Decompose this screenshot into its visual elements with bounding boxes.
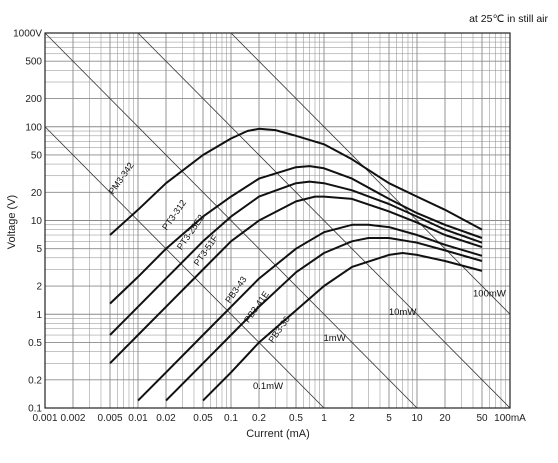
series-label-pb3-43: PB3-43 (223, 275, 248, 305)
y-tick-label: 20 (31, 188, 43, 199)
y-tick-label: 1 (36, 310, 42, 321)
chart-note: at 25℃ in still air (469, 13, 548, 25)
series-line-pb3-36 (202, 252, 483, 402)
series-label-pt3-312: PT3-312 (160, 198, 188, 232)
y-tick-label: 10 (31, 216, 43, 227)
x-tick-label: 0.02 (156, 413, 176, 424)
power-line-100mw (230, 32, 511, 315)
power-label-10mw: 10mW (389, 307, 416, 318)
x-tick-label: 0.2 (252, 413, 266, 424)
y-tick-label: 1000V (13, 29, 42, 40)
x-tick-label: 0.1 (224, 413, 238, 424)
power-label-1mw: 1mW (324, 333, 346, 344)
y-tick-label: 0.1 (28, 404, 42, 415)
series-label-pb3-36: PB3-36 (266, 314, 291, 344)
x-tick-label: 20 (439, 413, 451, 424)
series-label-pb3-41e: PB3-41E (242, 289, 271, 324)
power-line-1mw (44, 32, 418, 409)
x-tick-label: 0.5 (289, 413, 303, 424)
series-line-pb3-43 (137, 223, 483, 402)
series-line-pb3-41e (165, 237, 483, 402)
y-tick-label: 2 (36, 282, 42, 293)
x-tick-label: 100mA (494, 413, 526, 424)
y-axis-title: Voltage (V) (6, 195, 18, 249)
x-tick-label: 0.005 (97, 413, 122, 424)
y-tick-label: 50 (31, 150, 43, 161)
power-line-10mw (137, 32, 511, 409)
plot-frame (44, 32, 511, 409)
x-tick-label: 5 (386, 413, 392, 424)
grid (44, 32, 511, 409)
series-line-pt3-51f (109, 195, 483, 365)
series-line-pt3-312 (109, 165, 483, 305)
y-tick-label: 5 (36, 244, 42, 255)
x-axis-title: Current (mA) (246, 428, 310, 440)
x-tick-label: 1 (321, 413, 327, 424)
power-label-0.1mw: 0.1mW (253, 381, 283, 392)
y-tick-label: 0.2 (28, 375, 42, 386)
power-lines (44, 32, 511, 409)
x-tick-label: 50 (476, 413, 488, 424)
power-line-0.1mw (44, 126, 325, 409)
x-tick-label: 0.05 (193, 413, 213, 424)
series-label-pm3-342: PM3-342 (107, 161, 136, 197)
series (109, 127, 483, 402)
series-line-pt3-25e2 (109, 180, 483, 336)
x-tick-label: 0.002 (60, 413, 85, 424)
tick-labels: 0.001 0.002 0.005 0.01 0.02 0.05 0.1 0.2 0.5 1 2 5 1… (13, 29, 526, 425)
series-label-pt3-25e2: PT3-25E2 (175, 213, 206, 252)
x-tick-label: 2 (349, 413, 355, 424)
series-line-pm3-342 (109, 127, 483, 236)
x-tick-label: 0.001 (32, 413, 57, 424)
y-tick-label: 200 (25, 94, 42, 105)
y-tick-label: 500 (25, 57, 42, 68)
power-label-100mw: 100mW (473, 288, 506, 299)
y-tick-label: 100 (25, 122, 42, 133)
x-tick-label: 10 (411, 413, 423, 424)
y-tick-label: 0.5 (28, 338, 42, 349)
x-tick-label: 0.01 (128, 413, 148, 424)
